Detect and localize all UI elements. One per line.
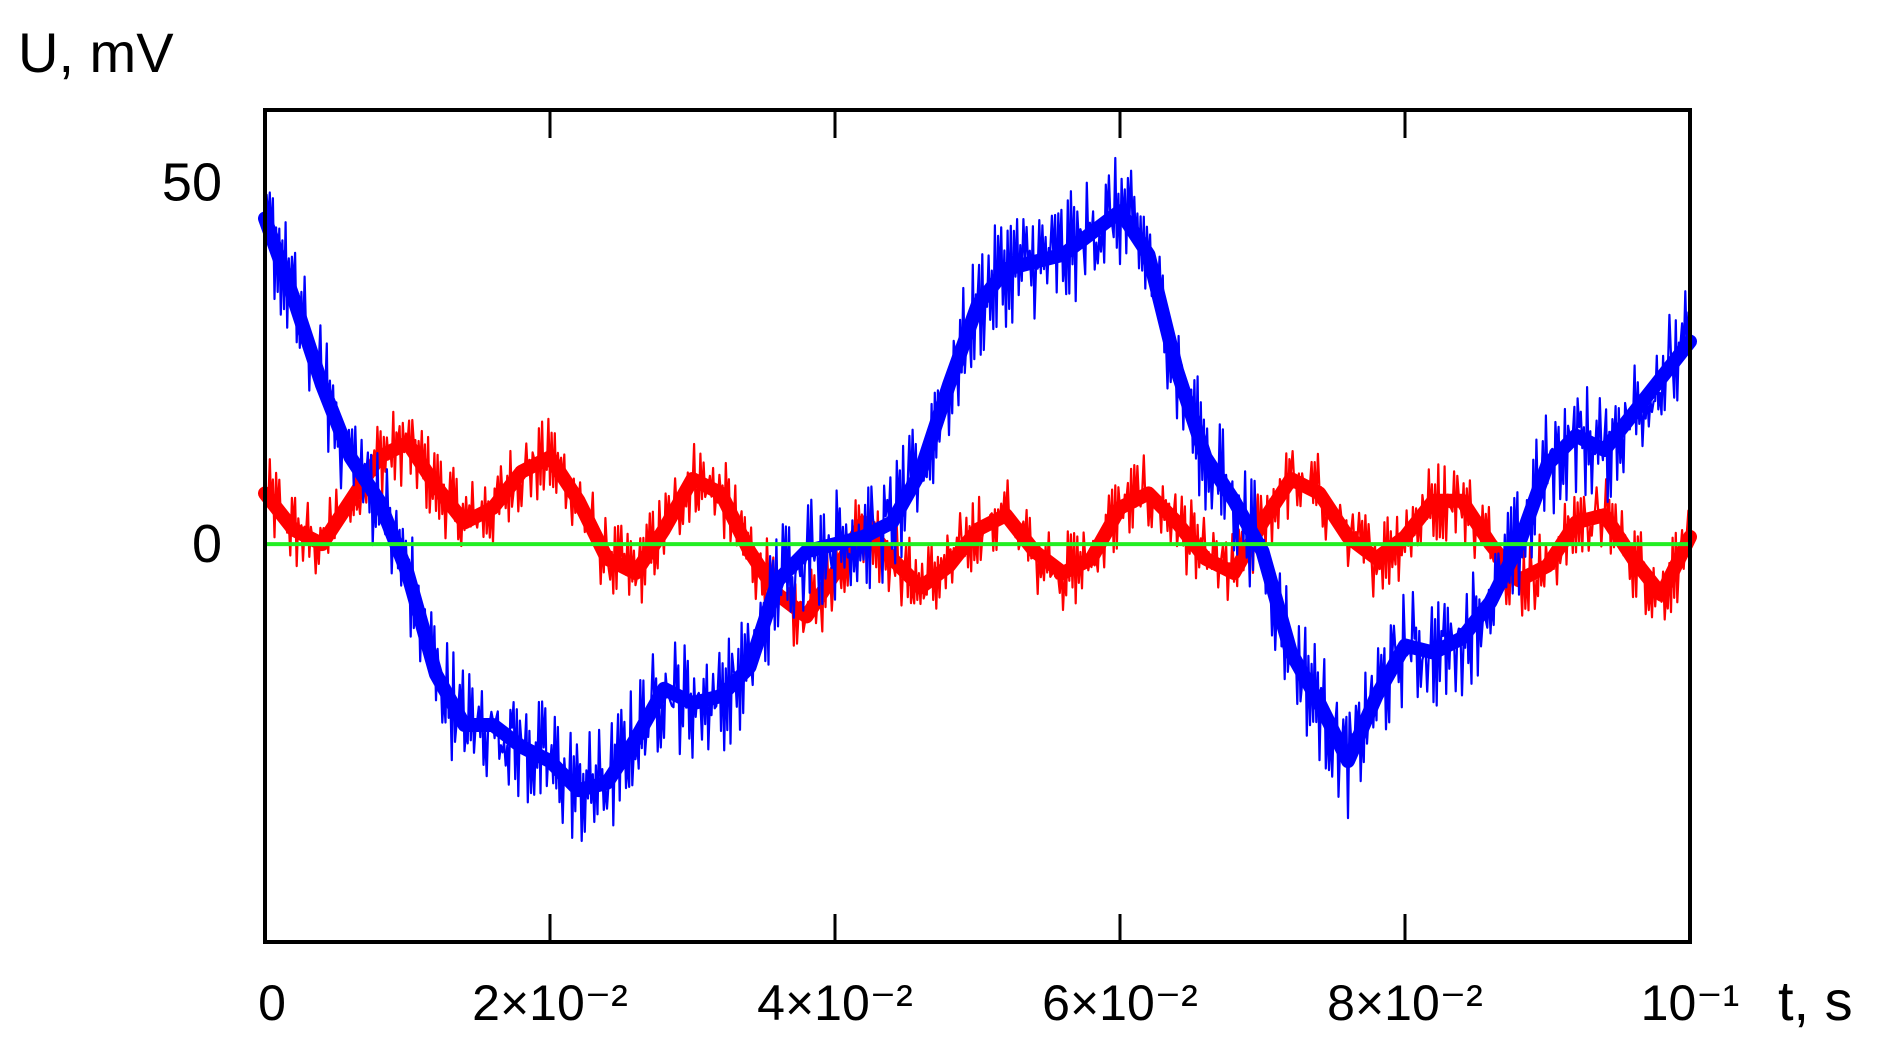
plot-frame <box>263 108 1692 944</box>
series-1-noise-band <box>263 156 1692 843</box>
series-layer <box>258 156 1697 843</box>
series-1-line <box>258 204 1697 798</box>
y-tick-label: 50 <box>162 152 222 212</box>
x-tick-label: 6×10⁻² <box>1042 975 1198 1031</box>
y-tick-label: 0 <box>192 514 222 574</box>
x-tick-label: 4×10⁻² <box>757 975 913 1031</box>
x-tick-label: 0 <box>258 975 286 1031</box>
y-axis-label: U, mV <box>18 21 174 84</box>
x-axis-label: t, s <box>1778 969 1853 1032</box>
x-tick-label: 2×10⁻² <box>472 975 628 1031</box>
series-0-line <box>258 435 1697 624</box>
x-tick-label: 8×10⁻² <box>1327 975 1483 1031</box>
tick-layer: 0 2×10⁻² 4×10⁻² 6×10⁻² 8×10⁻² 10⁻¹ 50 0 <box>162 110 1739 1031</box>
x-tick-label: 10⁻¹ <box>1641 975 1740 1031</box>
